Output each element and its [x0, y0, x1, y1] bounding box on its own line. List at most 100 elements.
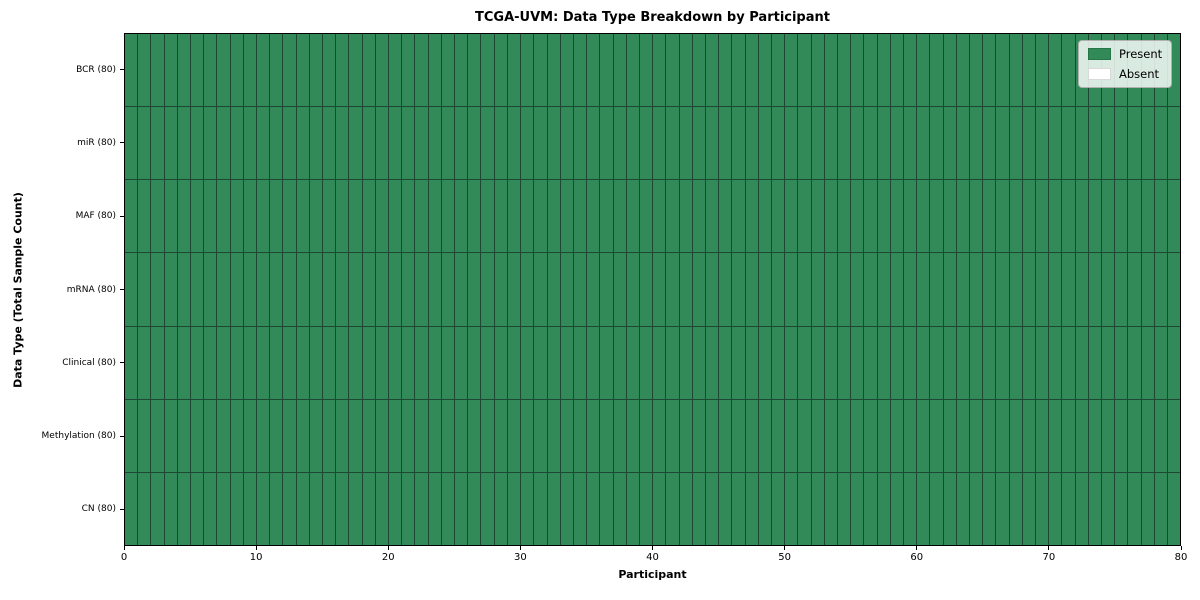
heatmap-cell: [639, 399, 654, 472]
x-tick-label: 40: [646, 552, 659, 563]
heatmap-cell: [230, 253, 244, 326]
x-axis-label: Participant: [618, 568, 687, 581]
heatmap-cell: [1088, 107, 1103, 180]
heatmap-cell: [573, 399, 588, 472]
heatmap-cell: [1036, 253, 1050, 326]
heatmap-cell: [1049, 107, 1063, 180]
heatmap-cell: [851, 107, 865, 180]
legend-entry: Present: [1088, 47, 1162, 61]
heatmap-cell: [877, 107, 891, 180]
heatmap-cell: [587, 399, 601, 472]
heatmap-cell: [1141, 326, 1155, 399]
heatmap-cell: [309, 253, 324, 326]
heatmap-cell: [415, 399, 429, 472]
heatmap-cell: [811, 472, 825, 545]
heatmap-cell: [230, 472, 244, 545]
heatmap-cell: [996, 399, 1010, 472]
heatmap-cell: [719, 180, 733, 253]
heatmap-cell: [336, 180, 350, 253]
heatmap-cell: [191, 472, 205, 545]
heatmap-cell: [217, 326, 231, 399]
x-tick-mark: [1180, 546, 1182, 550]
heatmap-cell: [257, 472, 271, 545]
heatmap-cell: [824, 180, 838, 253]
heatmap-cell: [824, 107, 838, 180]
heatmap-cell: [771, 472, 786, 545]
legend: Present Absent: [1078, 40, 1173, 88]
heatmap-cell: [415, 34, 429, 107]
heatmap-cell: [296, 180, 310, 253]
heatmap-cell: [890, 34, 904, 107]
heatmap-cell: [243, 253, 258, 326]
heatmap-cell: [125, 326, 139, 399]
heatmap-cell: [1128, 180, 1142, 253]
heatmap-cell: [600, 326, 614, 399]
heatmap-cell: [243, 34, 258, 107]
heatmap-cell: [1088, 472, 1103, 545]
heatmap-cell: [573, 472, 588, 545]
heatmap-cell: [771, 180, 786, 253]
heatmap-cell: [903, 107, 918, 180]
heatmap-cell: [468, 399, 482, 472]
heatmap-cell: [560, 34, 574, 107]
heatmap-cell: [389, 180, 403, 253]
heatmap-cell: [956, 253, 970, 326]
heatmap-cell: [507, 326, 522, 399]
heatmap-cell: [296, 399, 310, 472]
heatmap-cell: [917, 34, 931, 107]
heatmap-cell: [983, 399, 997, 472]
heatmap-cell: [613, 472, 627, 545]
heatmap-cell: [983, 34, 997, 107]
heatmap-cell: [837, 399, 852, 472]
heatmap-cell: [349, 107, 363, 180]
heatmap-cell: [494, 399, 508, 472]
heatmap-cell: [758, 34, 772, 107]
heatmap-cell: [164, 34, 178, 107]
heatmap-cell: [903, 326, 918, 399]
heatmap-cell: [204, 326, 218, 399]
y-tick-label: BCR (80): [76, 64, 116, 75]
heatmap-cell: [494, 107, 508, 180]
heatmap-cell: [679, 180, 693, 253]
heatmap-cell: [204, 34, 218, 107]
heatmap-cell: [309, 34, 324, 107]
heatmap-cell: [970, 107, 984, 180]
heatmap-cell: [587, 326, 601, 399]
heatmap-cell: [389, 326, 403, 399]
heatmap-cell: [296, 253, 310, 326]
heatmap-cell: [375, 180, 390, 253]
heatmap-cell: [956, 326, 970, 399]
heatmap-cell: [1022, 180, 1037, 253]
heatmap-cell: [270, 180, 284, 253]
heatmap-cell: [204, 107, 218, 180]
heatmap-cell: [138, 253, 152, 326]
heatmap-cell: [600, 253, 614, 326]
heatmap-cell: [1049, 253, 1063, 326]
heatmap-cell: [534, 107, 548, 180]
heatmap-cell: [1062, 326, 1076, 399]
heatmap-cell: [375, 326, 390, 399]
heatmap-cell: [336, 253, 350, 326]
heatmap-cell: [560, 472, 574, 545]
heatmap-cell: [138, 326, 152, 399]
heatmap-cell: [468, 180, 482, 253]
heatmap-cell: [1062, 472, 1076, 545]
heatmap-cell: [151, 180, 165, 253]
heatmap-cell: [719, 34, 733, 107]
heatmap-cell: [455, 472, 469, 545]
heatmap-cell: [837, 326, 852, 399]
heatmap-cell: [323, 326, 337, 399]
heatmap-cell: [309, 107, 324, 180]
heatmap-cell: [890, 399, 904, 472]
heatmap-cell: [441, 34, 456, 107]
heatmap-cell: [455, 180, 469, 253]
heatmap-cell: [494, 472, 508, 545]
heatmap-cell: [1102, 180, 1116, 253]
heatmap-cell: [521, 472, 535, 545]
heatmap-cell: [1168, 472, 1181, 545]
heatmap-cell: [1128, 326, 1142, 399]
heatmap-cell: [653, 472, 667, 545]
heatmap-cell: [177, 107, 192, 180]
y-tick-mark: [120, 215, 124, 217]
heatmap-cell: [296, 107, 310, 180]
